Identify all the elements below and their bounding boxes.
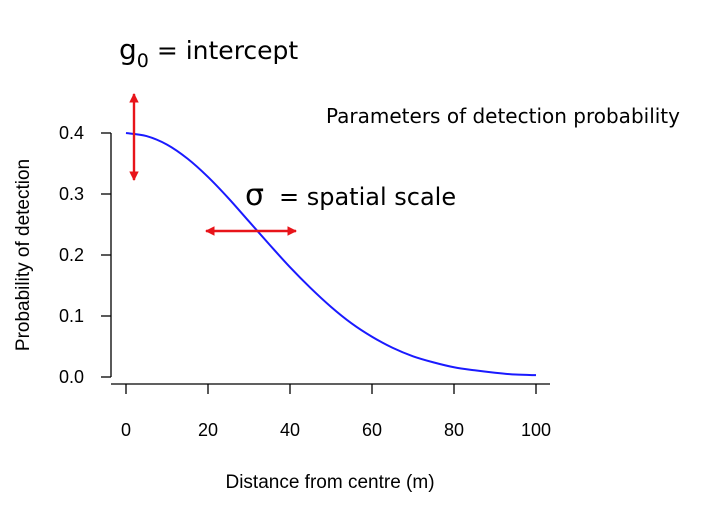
- y-tick-label: 0.0: [59, 367, 84, 387]
- x-ticks: 0 20 40 60 80 100: [121, 384, 551, 440]
- g0-equals-text: = intercept: [149, 36, 299, 65]
- y-ticks: 0.0 0.1 0.2 0.3 0.4: [59, 123, 111, 387]
- y-tick-label: 0.1: [59, 306, 84, 326]
- sigma-symbol: σ: [245, 178, 264, 213]
- y-tick-label: 0.4: [59, 123, 84, 143]
- x-axis-label: Distance from centre (m): [225, 472, 434, 493]
- x-tick-label: 20: [198, 420, 218, 440]
- x-tick-label: 80: [444, 420, 464, 440]
- x-tick-label: 100: [521, 420, 551, 440]
- y-tick-label: 0.2: [59, 245, 84, 265]
- y-axis-label: Probability of detection: [13, 159, 34, 351]
- chart-title: Parameters of detection probability: [326, 104, 680, 128]
- sigma-label: = spatial scale: [279, 183, 456, 211]
- g0-label: g0 = intercept: [119, 33, 298, 72]
- x-tick-label: 0: [121, 420, 131, 440]
- y-tick-label: 0.3: [59, 184, 84, 204]
- x-tick-label: 40: [280, 420, 300, 440]
- detection-curve: [125, 132, 537, 377]
- x-tick-label: 60: [362, 420, 382, 440]
- g0-subscript: 0: [137, 50, 149, 72]
